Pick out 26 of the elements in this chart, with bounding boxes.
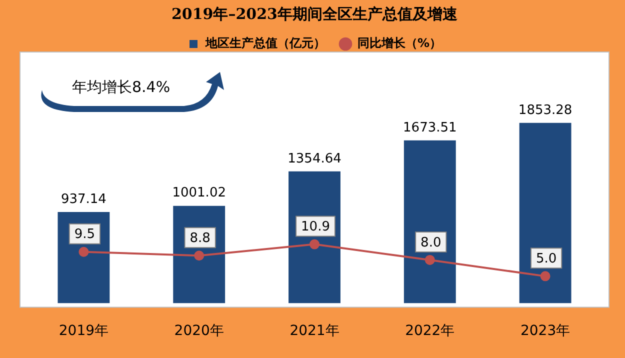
chart-title: 2019年–2023年期间全区生产总值及增速 [172,4,458,23]
legend-label: 同比增长（%） [357,36,442,50]
data-label: 1001.02 [172,186,226,201]
point [310,239,320,250]
data-label: 1853.28 [518,102,572,118]
data-label: 8.8 [190,231,210,246]
bar [404,140,456,304]
x-tick-label: 2020年 [174,323,224,340]
point [78,246,89,257]
bar [519,122,572,304]
point [540,271,550,282]
text: 年均增长8.4% [72,78,170,97]
legend-label: 地区生产总值（亿元） [204,36,326,50]
point [424,254,435,265]
x-tick-label: 2022年 [405,323,455,340]
data-label: 1673.51 [403,120,457,136]
data-label: 1354.64 [288,151,342,166]
x-tick-label: 2019年 [58,323,109,340]
data-label: 5.0 [536,252,557,267]
point [194,250,204,261]
data-label: 10.9 [301,220,330,235]
data-label: 9.5 [74,227,96,242]
x-tick-label: 2021年 [290,323,340,340]
data-label: 8.0 [420,235,442,250]
x-tick-label: 2023年 [520,323,570,340]
data-label: 937.14 [60,192,106,207]
